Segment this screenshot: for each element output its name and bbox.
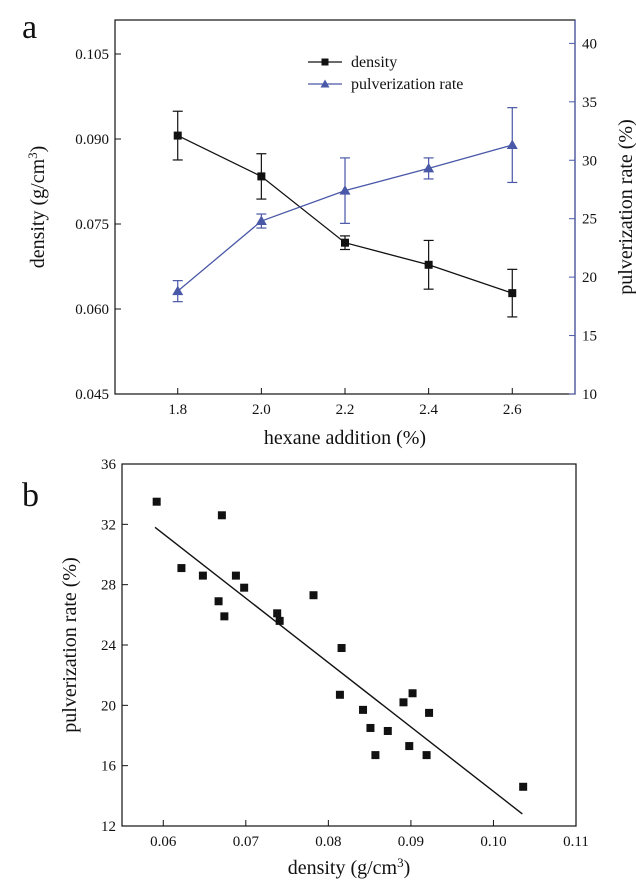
scatter-point — [152, 497, 161, 506]
y-right-tick-label: 15 — [582, 329, 597, 345]
scatter-point — [371, 751, 380, 760]
scatter-point — [422, 751, 431, 760]
panel-a-y-right-axis-label: pulverization rate (%) — [615, 119, 636, 294]
panel-b-y-ticks: 12 16 20 24 28 32 36 — [101, 457, 128, 835]
scatter-point — [425, 708, 434, 717]
data-point-pulverization — [172, 285, 184, 296]
panel-a-y-right-ticks: 10 15 20 25 30 35 40 — [569, 36, 597, 403]
panel-b-x-ticks: 0.06 0.07 0.08 0.09 0.10 0.11 — [150, 820, 589, 850]
x-tick-label: 0.10 — [480, 834, 506, 850]
data-point-pulverization — [255, 215, 267, 226]
y-right-tick-label: 35 — [582, 95, 597, 111]
scatter-point — [408, 689, 417, 698]
data-point-pulverization — [423, 162, 435, 173]
panel-a: a 1.8 2.0 2.2 2.4 2.6 0.0450.0600.0750.0900.… — [22, 9, 636, 449]
panel-b-fit-line-group — [154, 526, 523, 815]
x-tick-label: 2.0 — [252, 402, 271, 418]
data-point-pulverization — [506, 139, 518, 150]
panel-a-x-ticks: 1.8 2.0 2.2 2.4 2.6 — [168, 388, 522, 418]
panel-a-y-left-axis-label: density (g/cm3) — [25, 146, 50, 269]
x-tick-label: 1.8 — [168, 402, 187, 418]
scatter-point — [335, 690, 344, 699]
y-right-tick-label: 40 — [582, 36, 597, 52]
y-right-tick-label: 20 — [582, 270, 597, 286]
panel-b-plot-frame — [121, 463, 577, 827]
fit-line — [154, 526, 523, 815]
data-point-density — [173, 131, 182, 140]
scatter-point — [399, 698, 408, 707]
panel-a-x-axis-label: hexane addition (%) — [264, 427, 426, 449]
x-tick-label: 2.2 — [336, 402, 355, 418]
scatter-point — [214, 597, 223, 606]
x-tick-label: 0.06 — [150, 834, 177, 850]
scatter-point — [220, 612, 229, 621]
y-tick-label: 36 — [101, 457, 117, 473]
x-tick-label: 0.08 — [315, 834, 341, 850]
legend-density-marker — [321, 58, 329, 66]
scatter-point — [337, 644, 346, 653]
x-tick-label: 0.11 — [563, 834, 589, 850]
scatter-point — [383, 726, 392, 735]
panel-b-points — [152, 497, 528, 791]
panel-a-legend: density pulverization rate — [308, 54, 463, 93]
scatter-point — [309, 591, 318, 600]
y-tick-label: 32 — [101, 517, 116, 533]
legend-pulverization-marker — [320, 79, 330, 88]
scatter-point — [231, 571, 240, 580]
data-point-density — [257, 172, 266, 181]
y-tick-label: 16 — [101, 759, 117, 775]
data-point-pulverization — [339, 185, 351, 195]
scatter-point — [177, 564, 186, 573]
panel-a-series — [172, 107, 518, 318]
y-tick-label: 12 — [101, 819, 116, 835]
data-point-density — [341, 238, 349, 247]
x-tick-label: 0.07 — [233, 834, 260, 850]
panel-a-label: a — [22, 9, 37, 46]
panel-b-x-axis-label: density (g/cm3) — [288, 855, 411, 880]
panel-b: b 0.06 0.07 0.08 0.09 0.10 0.11 12 16 20 24 28 32 3… — [22, 457, 589, 879]
panel-a-y-left-ticks: 0.045 0.060 0.075 0.090 0.105 — [75, 47, 121, 403]
y-tick-label: 24 — [101, 638, 117, 654]
y-left-tick-label: 0.075 — [75, 217, 109, 233]
scatter-point — [519, 782, 528, 791]
y-tick-label: 28 — [101, 578, 116, 594]
scatter-point — [275, 616, 284, 625]
scatter-point — [240, 583, 249, 592]
data-point-density — [508, 289, 517, 298]
y-right-tick-label: 25 — [582, 212, 597, 228]
x-tick-label: 0.09 — [398, 834, 424, 850]
legend-pulverization-label: pulverization rate — [351, 76, 463, 93]
scatter-point — [405, 742, 414, 751]
y-right-tick-label: 30 — [582, 153, 597, 169]
scatter-point — [366, 723, 375, 732]
y-tick-label: 20 — [101, 698, 116, 714]
scatter-point — [217, 511, 226, 520]
scatter-point — [273, 609, 282, 618]
legend-density-label: density — [351, 54, 397, 71]
y-left-tick-label: 0.090 — [75, 132, 109, 148]
y-left-tick-label: 0.045 — [75, 387, 109, 403]
panel-b-label: b — [22, 477, 39, 514]
data-point-density — [424, 260, 433, 269]
y-left-tick-label: 0.060 — [75, 302, 109, 318]
panel-b-y-axis-label: pulverization rate (%) — [59, 557, 81, 732]
scatter-point — [198, 571, 207, 580]
y-left-tick-label: 0.105 — [75, 47, 109, 63]
x-tick-label: 2.4 — [419, 402, 438, 418]
scatter-point — [359, 705, 368, 714]
x-tick-label: 2.6 — [503, 402, 522, 418]
y-right-tick-label: 10 — [582, 387, 597, 403]
